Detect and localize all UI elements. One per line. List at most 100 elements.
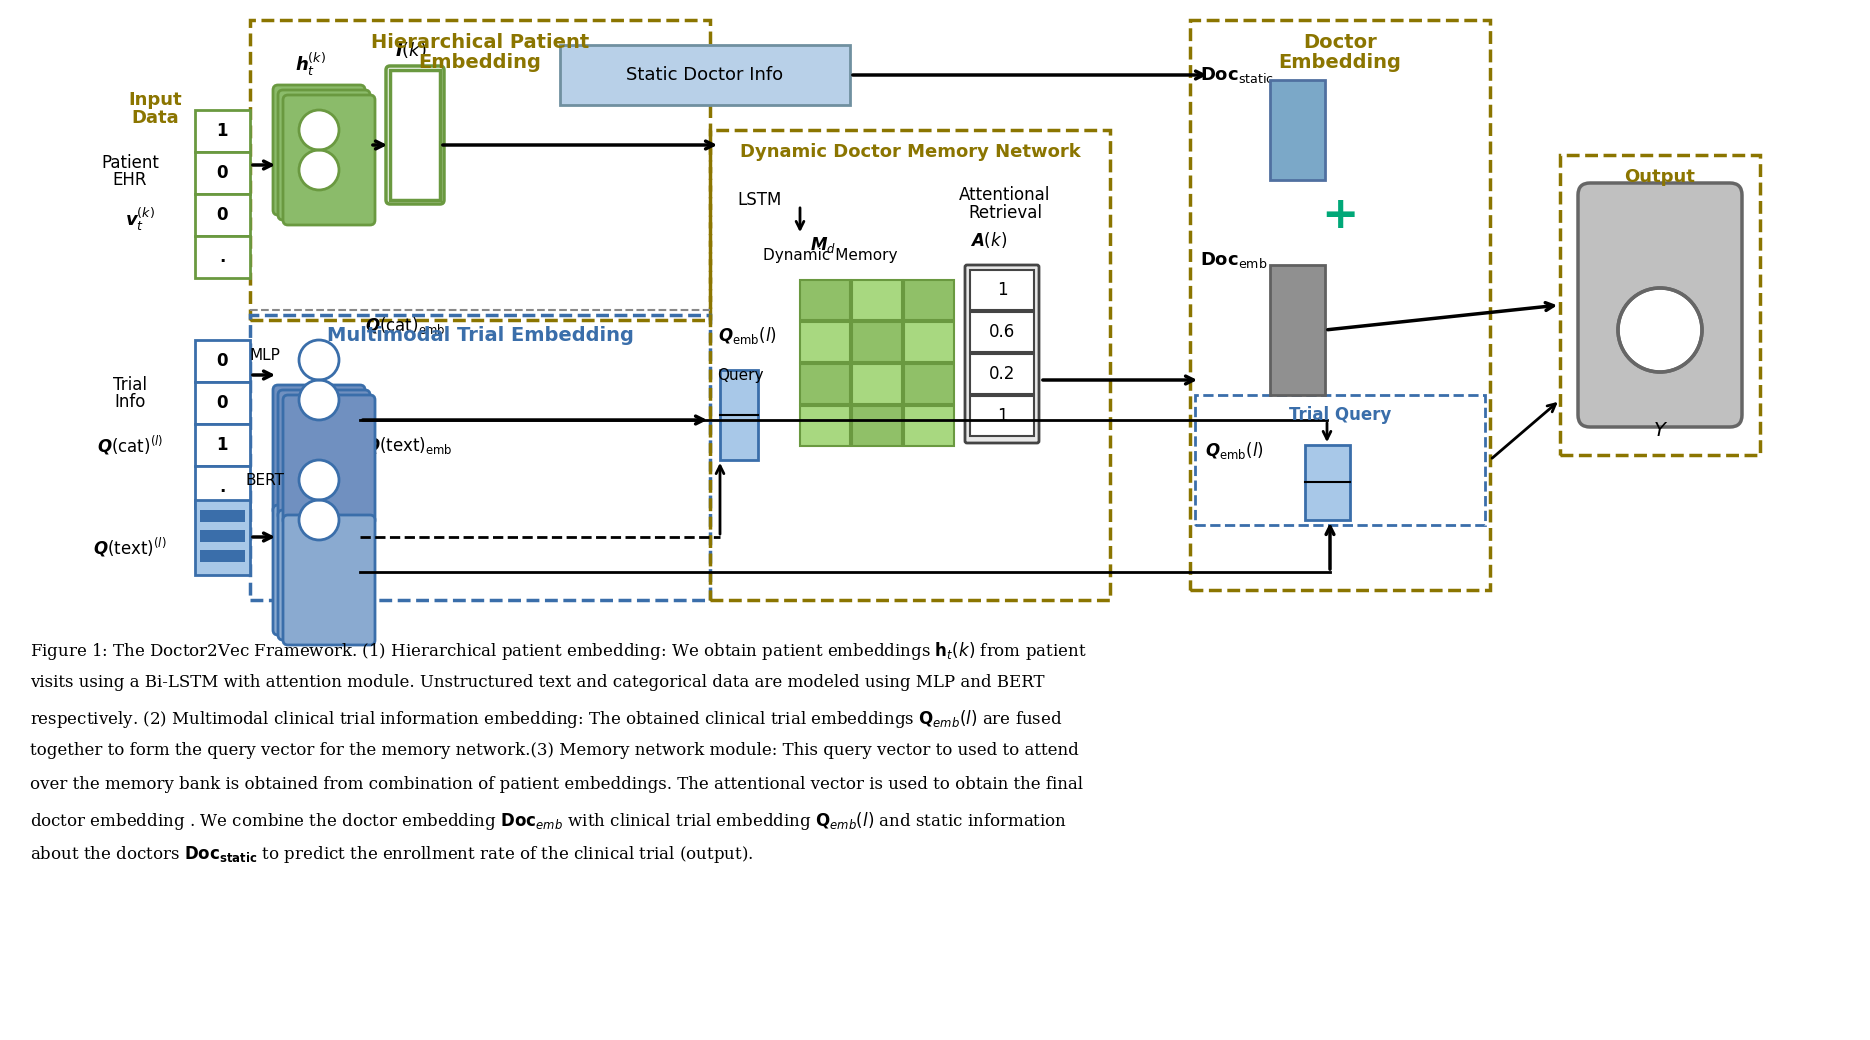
FancyBboxPatch shape — [1578, 183, 1743, 427]
Text: 0: 0 — [217, 206, 228, 224]
Circle shape — [1618, 288, 1702, 372]
Bar — [194, 236, 251, 278]
Bar — [391, 70, 439, 200]
Text: Attentional: Attentional — [959, 186, 1051, 204]
Text: Patient: Patient — [101, 154, 159, 172]
Text: doctor embedding . We combine the doctor embedding $\mathbf{Doc}_{emb}$ with cli: doctor embedding . We combine the doctor… — [30, 810, 1068, 832]
Text: Input: Input — [129, 92, 181, 109]
Text: $\boldsymbol{Q}(\text{text})_\text{emb}$: $\boldsymbol{Q}(\text{text})_\text{emb}$ — [365, 435, 453, 456]
Bar — [251, 20, 711, 320]
FancyBboxPatch shape — [273, 505, 365, 635]
Circle shape — [299, 460, 338, 500]
Text: Static Doctor Info: Static Doctor Info — [626, 66, 784, 84]
Bar — [194, 424, 251, 466]
Bar — [800, 406, 851, 446]
Bar — [1270, 265, 1326, 395]
Text: 0: 0 — [217, 164, 228, 182]
Text: $\boldsymbol{Q}_\text{emb}(l)$: $\boldsymbol{Q}_\text{emb}(l)$ — [1204, 440, 1264, 461]
Bar — [853, 280, 901, 320]
Circle shape — [299, 150, 338, 190]
FancyBboxPatch shape — [279, 390, 370, 520]
Bar — [903, 364, 954, 404]
FancyBboxPatch shape — [282, 515, 376, 645]
Text: 0.6: 0.6 — [989, 323, 1015, 341]
Text: MLP: MLP — [249, 347, 280, 363]
Text: Figure 1: The Doctor2Vec Framework. (1) Hierarchical patient embedding: We obtai: Figure 1: The Doctor2Vec Framework. (1) … — [30, 640, 1086, 662]
Circle shape — [299, 500, 338, 540]
Bar — [800, 322, 851, 362]
Text: Multimodal Trial Embedding: Multimodal Trial Embedding — [327, 326, 634, 344]
Text: 0: 0 — [217, 394, 228, 412]
Text: Embedding: Embedding — [419, 52, 542, 72]
Text: +: + — [1322, 193, 1359, 236]
Text: visits using a Bi-LSTM with attention module. Unstructured text and categorical : visits using a Bi-LSTM with attention mo… — [30, 674, 1045, 691]
Text: .: . — [219, 478, 224, 496]
Text: $\boldsymbol{Q}(\text{cat})_\text{emb}$: $\boldsymbol{Q}(\text{cat})_\text{emb}$ — [365, 314, 445, 336]
Text: about the doctors $\mathbf{Doc}_\mathbf{static}$ to predict the enrollment rate : about the doctors $\mathbf{Doc}_\mathbf{… — [30, 844, 754, 865]
Text: together to form the query vector for the memory network.(3) Memory network modu: together to form the query vector for th… — [30, 742, 1079, 759]
Bar — [711, 130, 1111, 600]
Bar — [971, 270, 1034, 310]
Text: $\boldsymbol{A}(k)$: $\boldsymbol{A}(k)$ — [971, 230, 1008, 250]
Bar — [971, 354, 1034, 394]
Text: EHR: EHR — [112, 171, 148, 189]
Bar — [194, 340, 251, 382]
FancyBboxPatch shape — [965, 265, 1040, 443]
Bar — [971, 396, 1034, 436]
Text: Hierarchical Patient: Hierarchical Patient — [370, 32, 589, 52]
Text: 1: 1 — [997, 407, 1008, 425]
Text: $\boldsymbol{M}_d$: $\boldsymbol{M}_d$ — [810, 235, 836, 255]
Text: $\boldsymbol{h}_t^{(k)}$: $\boldsymbol{h}_t^{(k)}$ — [295, 52, 325, 78]
Text: over the memory bank is obtained from combination of patient embeddings. The att: over the memory bank is obtained from co… — [30, 776, 1083, 794]
FancyBboxPatch shape — [279, 510, 370, 640]
Bar — [903, 322, 954, 362]
Text: $\boldsymbol{I}(k)$: $\boldsymbol{I}(k)$ — [395, 40, 426, 60]
FancyBboxPatch shape — [273, 85, 365, 215]
Bar — [200, 510, 245, 522]
Bar — [251, 315, 711, 600]
Bar — [1189, 20, 1490, 590]
Text: respectively. (2) Multimodal clinical trial information embedding: The obtained : respectively. (2) Multimodal clinical tr… — [30, 708, 1062, 730]
Bar — [194, 152, 251, 194]
Text: .: . — [219, 248, 224, 266]
Text: Data: Data — [131, 109, 180, 127]
Text: Query: Query — [716, 367, 763, 383]
Bar — [194, 110, 251, 152]
Bar — [903, 406, 954, 446]
Bar — [194, 500, 251, 575]
Bar — [200, 550, 245, 562]
Text: 1: 1 — [217, 436, 228, 454]
Bar — [194, 382, 251, 424]
Text: Embedding: Embedding — [1279, 52, 1401, 72]
Text: Output: Output — [1625, 168, 1696, 186]
Text: Retrieval: Retrieval — [969, 204, 1042, 222]
Bar — [1270, 80, 1326, 180]
Bar — [800, 364, 851, 404]
Text: Trial: Trial — [112, 376, 148, 394]
Circle shape — [299, 110, 338, 150]
Text: $\boldsymbol{Q}(\text{cat})^{(l)}$: $\boldsymbol{Q}(\text{cat})^{(l)}$ — [97, 434, 163, 457]
Bar — [971, 312, 1034, 352]
Bar — [1560, 155, 1760, 456]
Text: Info: Info — [114, 393, 146, 411]
Circle shape — [299, 340, 338, 380]
Text: $\boldsymbol{Q}(\text{text})^{(l)}$: $\boldsymbol{Q}(\text{text})^{(l)}$ — [94, 536, 166, 558]
Text: $\boldsymbol{v}_t^{(k)}$: $\boldsymbol{v}_t^{(k)}$ — [125, 207, 155, 233]
Bar — [559, 45, 851, 105]
Bar — [853, 364, 901, 404]
Circle shape — [299, 380, 338, 420]
Text: BERT: BERT — [245, 472, 284, 488]
Bar — [720, 370, 757, 460]
Bar — [853, 322, 901, 362]
Text: Trial Query: Trial Query — [1288, 406, 1391, 424]
Bar — [194, 466, 251, 508]
Bar — [200, 530, 245, 542]
Text: Dynamic Memory: Dynamic Memory — [763, 248, 898, 262]
Text: 0.2: 0.2 — [989, 365, 1015, 383]
FancyBboxPatch shape — [282, 395, 376, 525]
Text: 1: 1 — [997, 281, 1008, 300]
Text: $\mathbf{Doc}_\text{static}$: $\mathbf{Doc}_\text{static}$ — [1201, 66, 1273, 85]
Bar — [853, 406, 901, 446]
Text: 0: 0 — [217, 352, 228, 370]
FancyBboxPatch shape — [385, 66, 443, 204]
